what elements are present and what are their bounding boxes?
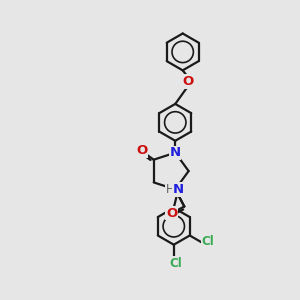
Text: N: N: [173, 183, 184, 196]
Text: O: O: [166, 207, 177, 220]
Text: Cl: Cl: [169, 256, 182, 270]
Text: Cl: Cl: [202, 235, 214, 248]
Text: O: O: [136, 145, 147, 158]
Text: H: H: [166, 183, 174, 196]
Text: O: O: [182, 75, 194, 88]
Text: N: N: [170, 146, 181, 159]
